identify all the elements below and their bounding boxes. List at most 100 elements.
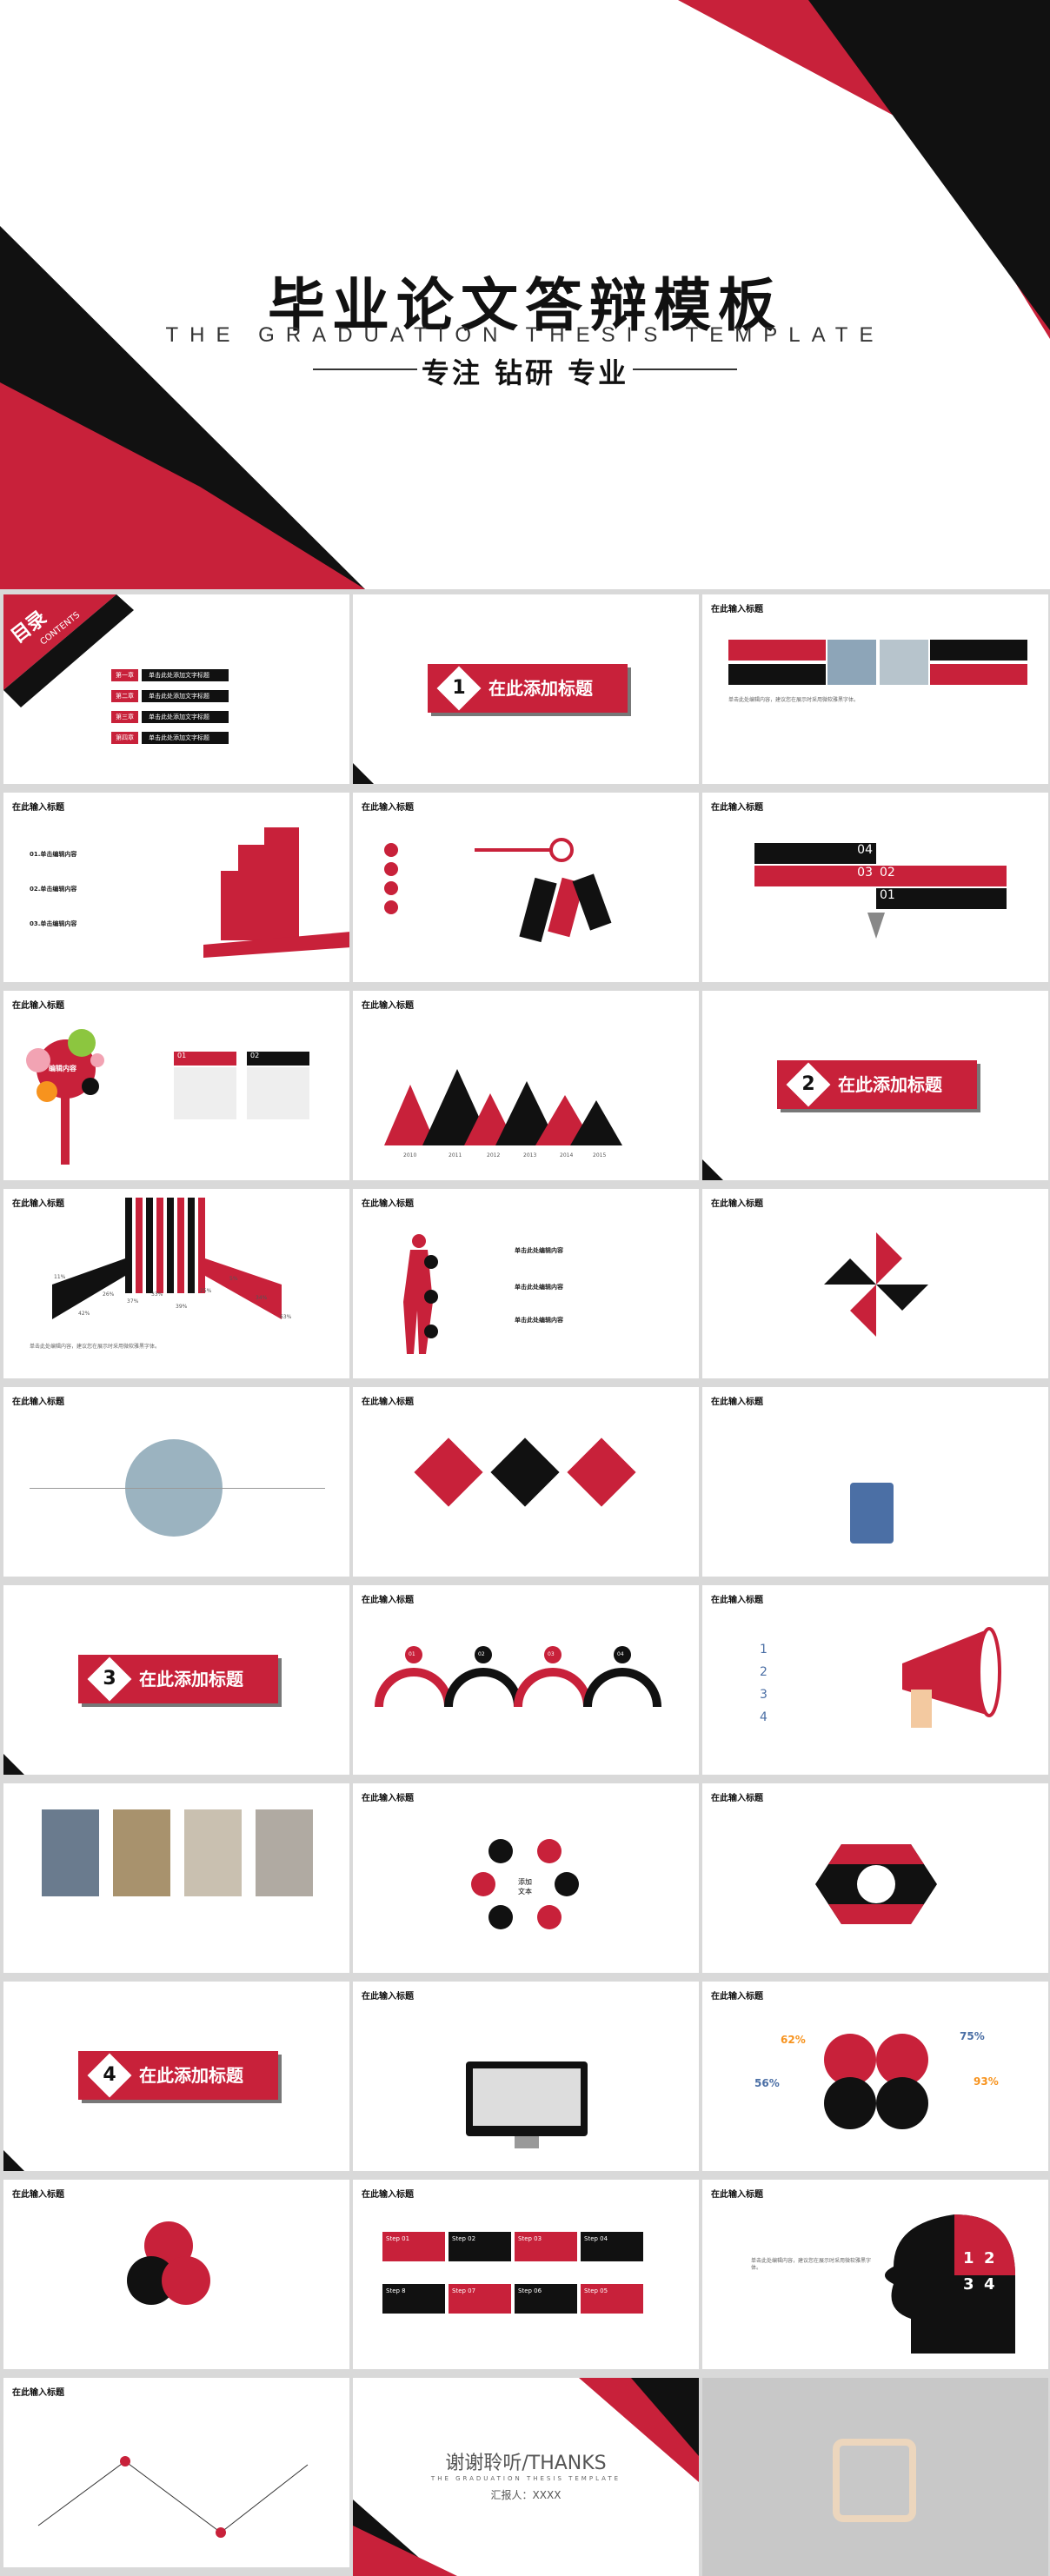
slide-photo-grid[interactable]: 在此输入标题 单击此处编辑内容，建议您在展示时采用微软雅黑字体。 bbox=[702, 594, 1048, 784]
div-element bbox=[880, 640, 928, 685]
toc-slide[interactable]: 目录 CONTENTS 第一章 单击此处添加文字标题 第二章 单击此处添加文字标题 … bbox=[3, 594, 349, 784]
slide-tablet[interactable]: 在此输入标题 bbox=[702, 1387, 1048, 1577]
toc-text[interactable]: 单击此处添加文字标题 bbox=[142, 711, 229, 723]
section-label: 在此添加标题 bbox=[838, 1074, 942, 1095]
infinity-graphic bbox=[824, 2034, 928, 2129]
thanks-title: 谢谢聆听/THANKS bbox=[445, 2453, 607, 2474]
polygon-element bbox=[808, 0, 1050, 330]
div-element bbox=[174, 1067, 236, 1119]
slide-title: 在此输入标题 bbox=[12, 1398, 64, 1407]
section-banner: 1 在此添加标题 bbox=[428, 664, 628, 713]
div-element: 2 bbox=[984, 2249, 995, 2267]
div-element: Step 01 Step 02 Step 03 Step 04 bbox=[382, 2232, 643, 2261]
div-element: Step 04 bbox=[581, 2232, 643, 2261]
slide-title: 在此输入标题 bbox=[711, 1596, 763, 1605]
polygon-element bbox=[828, 1844, 924, 1864]
slide-building[interactable]: 在此输入标题 01.单击编辑内容 02.单击编辑内容 03.单击编辑内容 bbox=[3, 793, 349, 982]
section-banner: 2 在此添加标题 bbox=[777, 1060, 977, 1109]
div-element bbox=[930, 640, 1027, 661]
div-element: Step 8 Step 07 Step 06 Step 05 bbox=[382, 2284, 643, 2314]
polygon-element bbox=[384, 1085, 436, 1145]
polygon-element bbox=[824, 1258, 876, 1285]
head-silhouette bbox=[885, 2214, 1015, 2354]
tree-graphic bbox=[26, 1029, 104, 1165]
div-element: Step 06 bbox=[515, 2284, 577, 2314]
div-element bbox=[113, 1809, 170, 1896]
toc-text[interactable]: 单击此处添加文字标题 bbox=[142, 669, 229, 681]
svg-element bbox=[867, 913, 885, 939]
circle-element bbox=[384, 843, 398, 857]
div-element: Step 03 bbox=[515, 2232, 577, 2261]
section-number: 4 bbox=[103, 2064, 116, 2086]
cover-decoration bbox=[0, 0, 1050, 589]
slide-zigzag[interactable]: 在此输入标题 bbox=[3, 2378, 349, 2567]
slide-circle-photo[interactable]: 在此输入标题 bbox=[3, 1387, 349, 1577]
circle-element bbox=[384, 862, 398, 876]
section-slide-3[interactable]: 3 在此添加标题 bbox=[3, 1585, 349, 1775]
polygon-element bbox=[0, 382, 365, 589]
slide-diamonds[interactable]: 在此输入标题 bbox=[353, 1387, 699, 1577]
thanks-slide[interactable]: 谢谢聆听/THANKS THE GRADUATION THESIS TEMPLA… bbox=[353, 2378, 699, 2576]
slide-monitor[interactable]: 在此输入标题 bbox=[353, 1982, 699, 2171]
slide-icons-ring[interactable]: 在此输入标题 添加文本 bbox=[353, 1783, 699, 1973]
bars-graphic bbox=[52, 1198, 282, 1319]
rect-element bbox=[264, 827, 299, 940]
slide-bars[interactable]: 在此输入标题 11% 42% 26% 37% 33% 39% 25% 5% 34… bbox=[3, 1189, 349, 1378]
slide-pencil[interactable]: 在此输入标题 04 03 02 01 bbox=[702, 793, 1048, 982]
section-banner: 4 在此添加标题 bbox=[78, 2051, 278, 2100]
slide-tree[interactable]: 在此输入标题 编辑内容 01 02 bbox=[3, 991, 349, 1180]
rect-element bbox=[188, 1198, 195, 1293]
slide-pinwheel[interactable]: 在此输入标题 bbox=[702, 1189, 1048, 1378]
slide-stepper[interactable]: 在此输入标题 01 02 03 04 bbox=[353, 1585, 699, 1775]
circle-element bbox=[876, 2077, 928, 2129]
div-element: 56% bbox=[754, 2077, 780, 2089]
div-element bbox=[702, 1159, 723, 1180]
slide-photos[interactable] bbox=[3, 1783, 349, 1973]
slide-title: 在此输入标题 bbox=[12, 803, 64, 813]
section-slide-2[interactable]: 2 在此添加标题 bbox=[702, 991, 1048, 1180]
div-element: 01 bbox=[409, 1651, 415, 1657]
slide-silhouette[interactable]: 在此输入标题 单击此处编辑内容 单击此处编辑内容 单击此处编辑内容 bbox=[353, 1189, 699, 1378]
section-number: 1 bbox=[452, 677, 466, 699]
circle-element bbox=[82, 1078, 99, 1095]
toc-text[interactable]: 单击此处添加文字标题 bbox=[142, 732, 229, 744]
polygon-element bbox=[203, 932, 349, 958]
div-element: 添加文本 bbox=[518, 1878, 532, 1895]
slide-hexagon[interactable]: 在此输入标题 bbox=[702, 1783, 1048, 1973]
section-slide-1[interactable]: 1 在此添加标题 bbox=[353, 594, 699, 784]
rect-element bbox=[572, 873, 612, 931]
div-element: 4 bbox=[984, 2275, 995, 2294]
slide-percent[interactable]: 在此输入标题 62% 56% 75% 93% bbox=[702, 1982, 1048, 2171]
section-slide-4[interactable]: 4 在此添加标题 bbox=[3, 1982, 349, 2171]
slide-megaphone[interactable]: 在此输入标题 1 2 3 4 bbox=[702, 1585, 1048, 1775]
slide-head[interactable]: 在此输入标题 单击此处编辑内容，建议您在展示时采用微软雅黑字体。 1 2 3 4 bbox=[702, 2180, 1048, 2369]
div-element: 2012 bbox=[487, 1152, 501, 1159]
circle-element bbox=[384, 881, 398, 895]
div-element: 39% bbox=[176, 1304, 188, 1310]
circle-element bbox=[424, 1290, 438, 1304]
section-label: 在此添加标题 bbox=[139, 2065, 243, 2086]
circle-element bbox=[549, 838, 574, 862]
slide-keys[interactable]: 在此输入标题 bbox=[353, 793, 699, 982]
pinwheel-graphic bbox=[824, 1232, 928, 1337]
rect-element bbox=[221, 871, 242, 940]
div-element bbox=[3, 2150, 24, 2171]
slide-title: 在此输入标题 bbox=[711, 1199, 763, 1209]
watermark-panel bbox=[702, 2378, 1048, 2576]
ellipse-element bbox=[977, 1627, 1001, 1717]
slide-circles-cross[interactable]: 在此输入标题 bbox=[3, 2180, 349, 2369]
circle-element bbox=[614, 1646, 631, 1663]
slide-title: 在此输入标题 bbox=[711, 803, 763, 813]
div-element: 第三章 单击此处添加文字标题 bbox=[111, 711, 229, 723]
hexagon-graphic bbox=[815, 1844, 937, 1924]
polygon-element bbox=[495, 1081, 558, 1145]
circle-element bbox=[471, 1872, 495, 1896]
slide-steps[interactable]: 在此输入标题 Step 01 Step 02 Step 03 Step 04 S… bbox=[353, 2180, 699, 2369]
toc-text[interactable]: 单击此处添加文字标题 bbox=[142, 690, 229, 702]
div-element: 单击此处编辑内容，建议您在展示时采用微软雅黑字体。 bbox=[728, 697, 860, 703]
slide-mountains[interactable]: 在此输入标题 2010 2011 2012 2013 2014 2015 bbox=[353, 991, 699, 1180]
div-element bbox=[42, 1809, 99, 1896]
toc-list: 第一章 单击此处添加文字标题 第二章 单击此处添加文字标题 第三章 单击此处添加文字标… bbox=[111, 669, 229, 744]
icon-ring bbox=[471, 1839, 579, 1929]
div-element bbox=[414, 1437, 483, 1507]
